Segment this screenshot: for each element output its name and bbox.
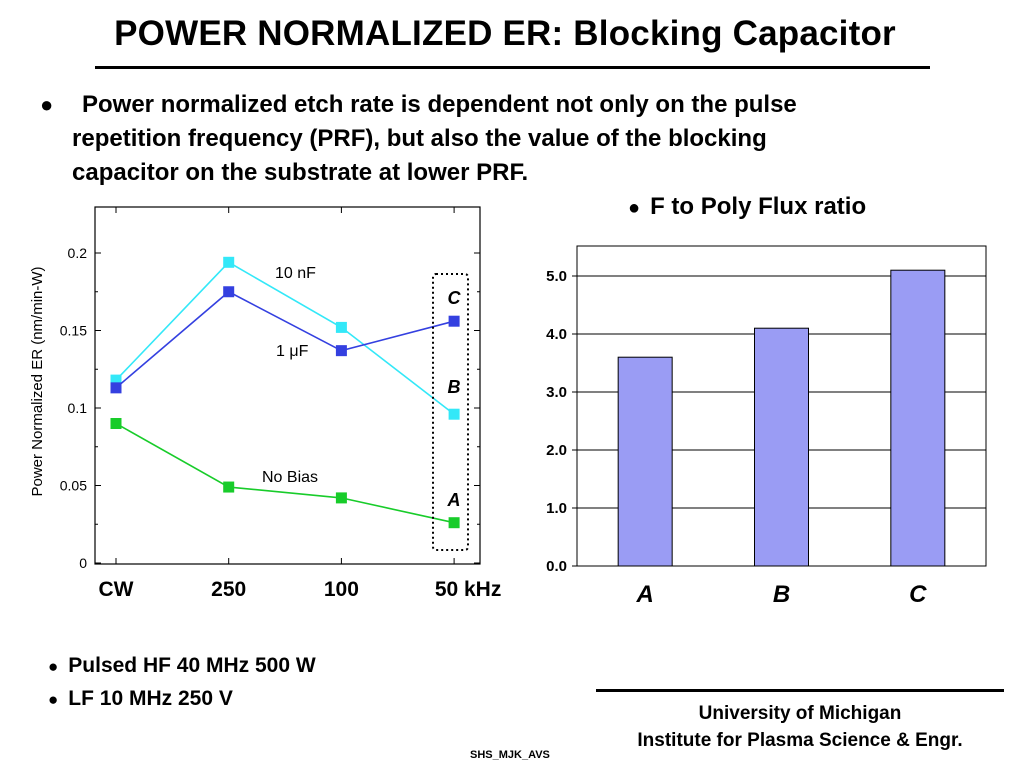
bullet-dot-icon: ● [48, 690, 59, 709]
y-tick-label: 0.05 [60, 478, 87, 494]
y-tick-label: 4.0 [546, 326, 567, 343]
flux-ratio-bar-chart: 0.0 1.0 2.0 3.0 4.0 5.0 A B C [546, 245, 987, 608]
flux-ratio-label: F to Poly Flux ratio [650, 193, 867, 220]
bottom-bullets: ● Pulsed HF 40 MHz 500 W ● LF 10 MHz 250 V [48, 650, 316, 716]
footer: University of Michigan Institute for Pla… [596, 700, 1004, 754]
y-tick-label: 0.1 [68, 400, 88, 416]
series-point [335, 321, 347, 333]
footer-university: University of Michigan [698, 703, 902, 724]
main-bullet-line-1: Power normalized etch rate is dependent … [82, 91, 797, 118]
series-label: 1 μF [276, 343, 309, 360]
flux-ratio-bullet: ● F to Poly Flux ratio [628, 193, 866, 221]
y-tick-label: 0.0 [546, 558, 567, 575]
bullet-dot-icon: ● [628, 197, 641, 219]
bar-B [754, 327, 809, 567]
point-label: A [447, 490, 461, 510]
y-tick-label: 0.15 [60, 323, 87, 339]
bottom-bullet-1-text: Pulsed HF 40 MHz 500 W [68, 654, 316, 677]
footer-rule [596, 689, 1004, 692]
y-tick-label: 1.0 [546, 500, 567, 517]
title-underline [95, 66, 930, 69]
y-tick-label: 2.0 [546, 442, 567, 459]
main-bullet-line-2: repetition frequency (PRF), but also the… [72, 125, 767, 152]
series-line-2 [115, 422, 455, 524]
slide-title: POWER NORMALIZED ER: Blocking Capacitor [114, 14, 896, 53]
x-tick-label: C [909, 581, 927, 608]
series-point [110, 382, 122, 394]
series-point [448, 315, 460, 327]
series-point [448, 517, 460, 529]
etch-rate-line-chart: 0 0.05 0.1 0.15 0.2 CW 250 100 50 kHz Power Norma… [29, 206, 502, 601]
footer-institute: Institute for Plasma Science & Engr. [637, 730, 963, 751]
y-tick-label: 5.0 [546, 268, 567, 285]
highlight-box [432, 273, 469, 551]
series-label: 10 nF [275, 265, 316, 282]
bar-A [617, 356, 673, 567]
main-bullet-text: Power normalized etch rate is dependent … [72, 88, 952, 190]
x-tick-label: 100 [324, 578, 359, 601]
x-tick-label: B [773, 581, 790, 608]
line-plot-frame [94, 206, 481, 565]
series-point [110, 374, 122, 386]
bullet-dot-icon: ● [40, 92, 54, 117]
bottom-bullet-2-text: LF 10 MHz 250 V [68, 687, 233, 710]
series-point [110, 418, 122, 429]
y-tick-label: 0 [79, 555, 87, 571]
y-axis-label: Power Normalized ER (nm/min-W) [29, 266, 46, 496]
bullet-dot-icon: ● [48, 657, 59, 676]
bar-C [890, 269, 946, 567]
bottom-bullet-1: ● Pulsed HF 40 MHz 500 W [48, 650, 316, 683]
series-point [335, 345, 347, 357]
series-line-1 [115, 290, 455, 389]
series-point [223, 481, 235, 493]
x-tick-label: 50 kHz [435, 578, 502, 601]
point-label: B [448, 377, 461, 397]
main-bullet-line-3: capacitor on the substrate at lower PRF. [72, 159, 529, 186]
x-tick-label: A [635, 581, 653, 608]
bottom-bullet-2: ● LF 10 MHz 250 V [48, 683, 316, 716]
y-tick-label: 3.0 [546, 384, 567, 401]
series-point [335, 492, 347, 504]
credit-tag: SHS_MJK_AVS [470, 749, 550, 761]
x-tick-label: CW [99, 578, 134, 601]
series-point [223, 256, 235, 268]
series-line-0 [115, 261, 455, 415]
series-point [448, 408, 460, 420]
point-label: C [448, 288, 462, 308]
y-tick-label: 0.2 [68, 245, 88, 261]
x-tick-label: 250 [211, 578, 246, 601]
series-point [223, 286, 235, 298]
series-label: No Bias [262, 469, 318, 486]
